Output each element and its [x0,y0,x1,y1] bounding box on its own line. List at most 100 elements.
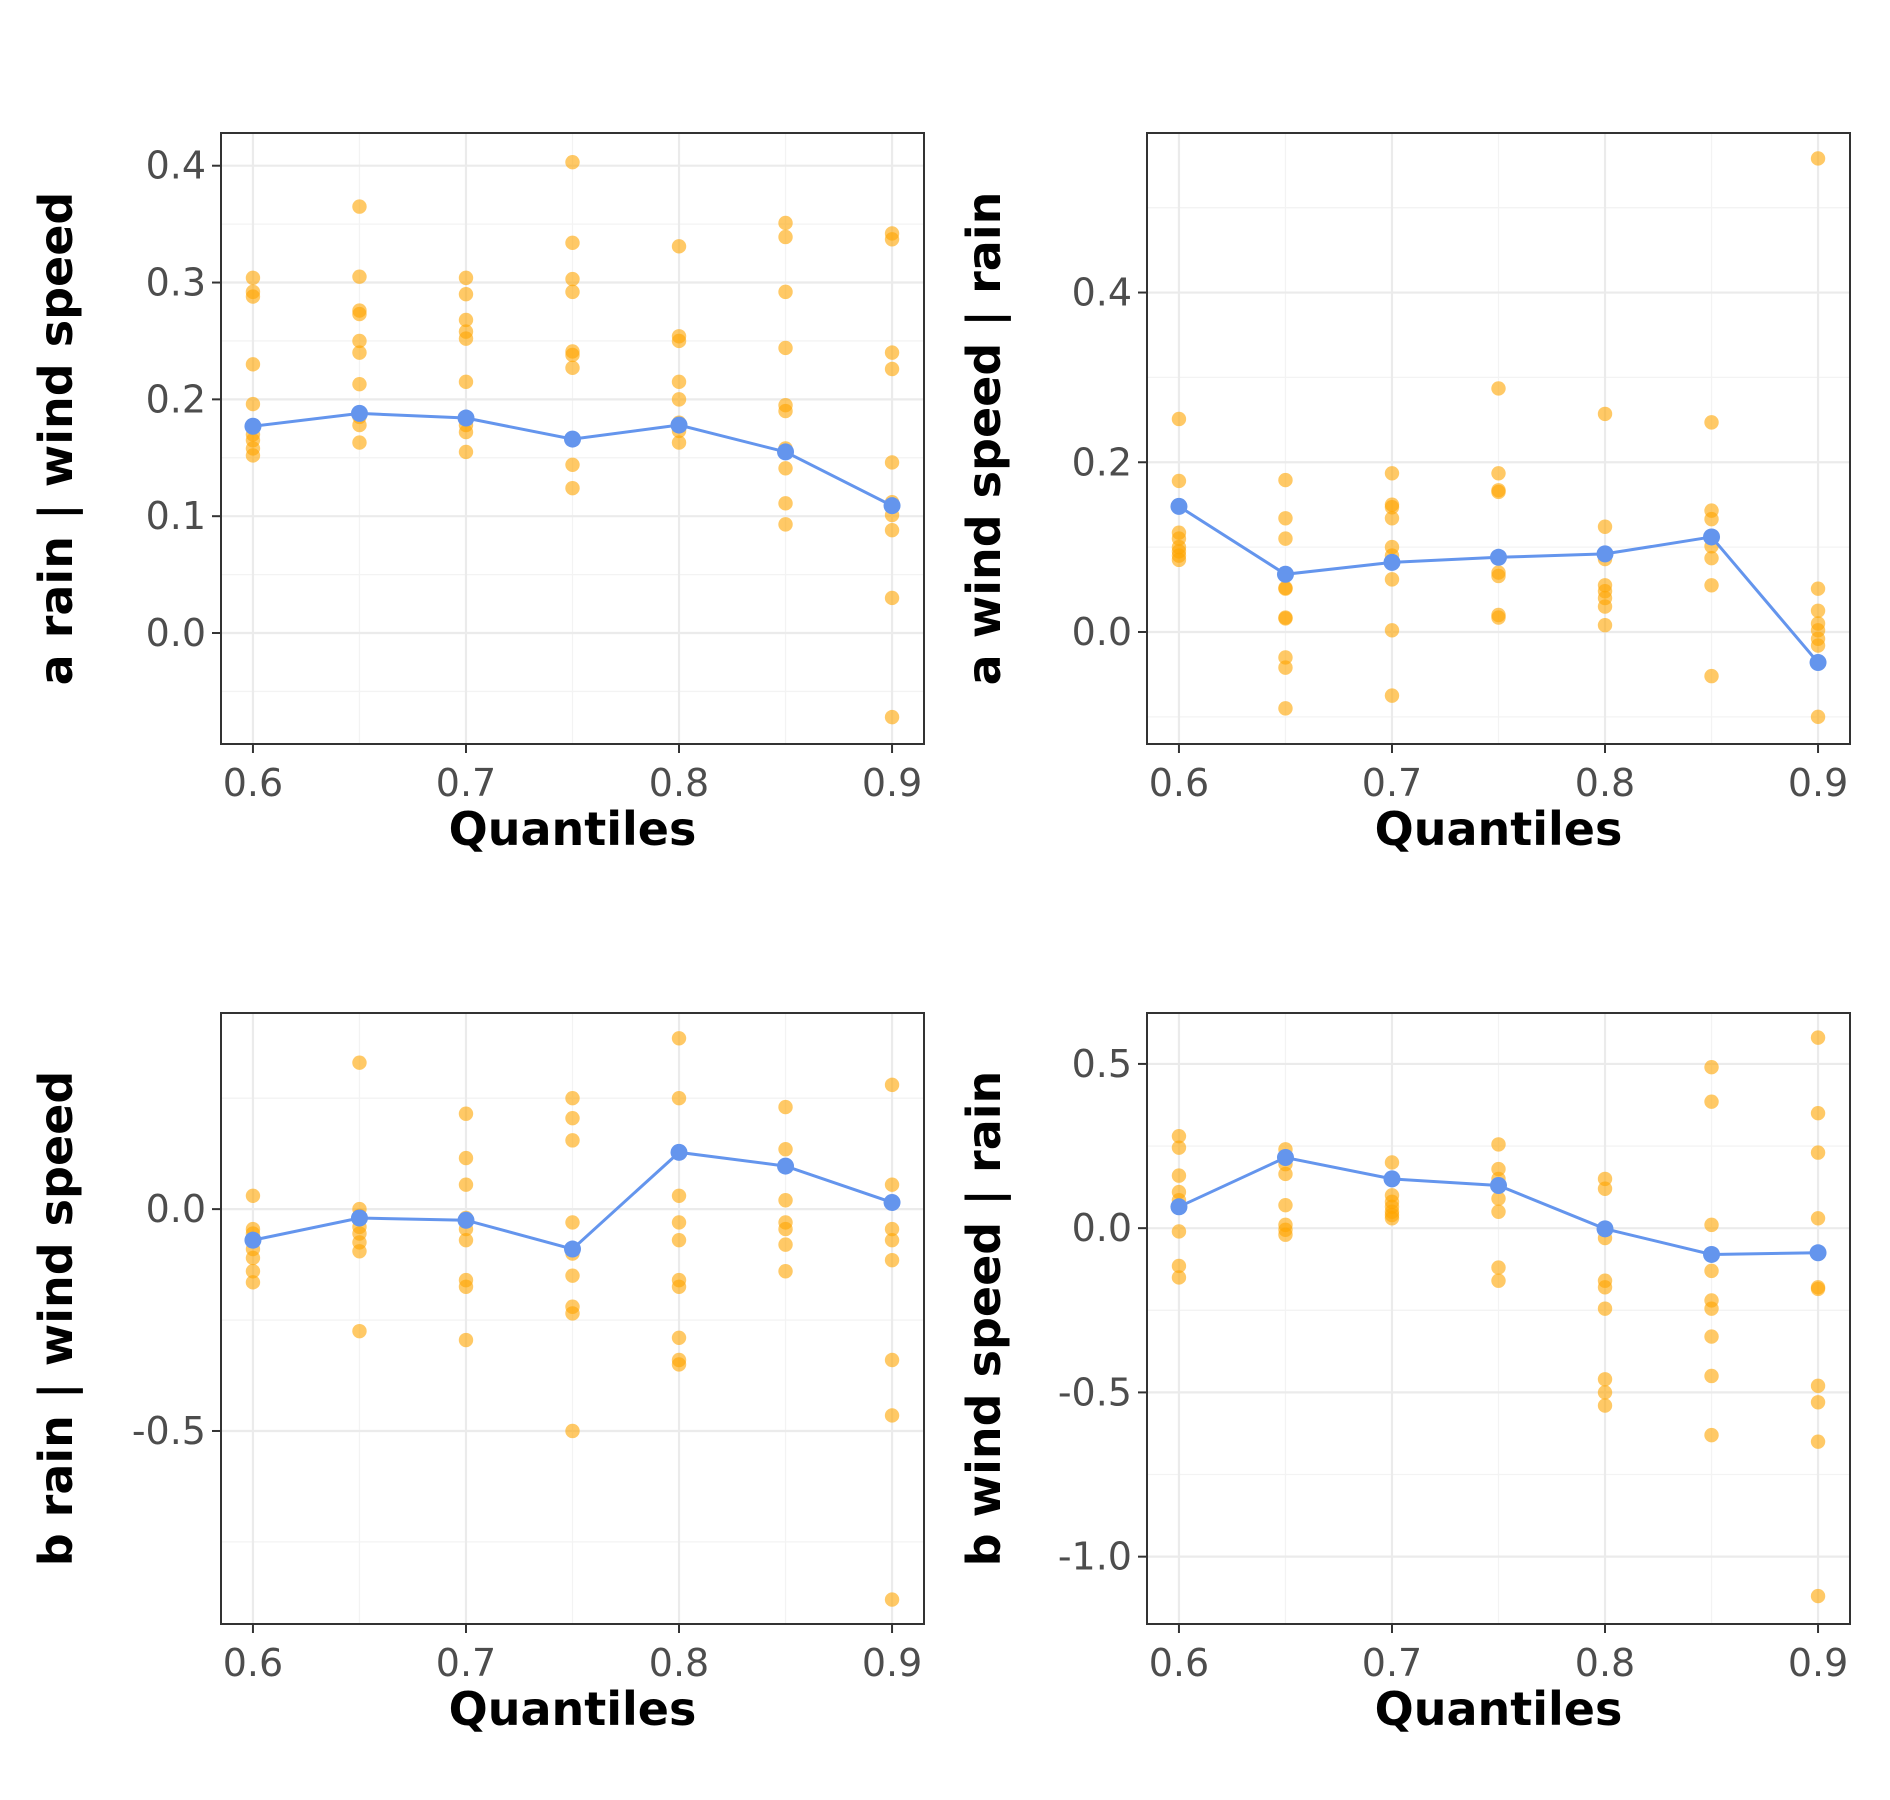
y-tick-label: 0.2 [1072,440,1132,484]
series-point [1276,1149,1294,1167]
series-point [1276,565,1294,583]
y-tick-label: 0.0 [146,1187,206,1231]
x-tick-label: 0.7 [1362,1641,1422,1685]
data-point [1384,500,1400,515]
series-point [457,1211,475,1229]
data-point [1278,1166,1293,1182]
data-point [1171,1258,1187,1274]
data-point [1278,581,1293,596]
data-point [884,1352,900,1368]
data-point [1171,1224,1187,1239]
x-tick-label: 0.6 [223,761,283,805]
data-point [1597,599,1613,614]
data-point [458,287,474,302]
y-axis-title: a rain | wind speed [29,192,84,686]
data-point [1384,688,1400,703]
data-point [671,374,687,390]
data-point [1704,1368,1719,1384]
data-point [671,1232,687,1248]
data-point [352,1323,367,1339]
series-point [1596,545,1614,563]
data-point [671,1330,687,1346]
data-point [1491,568,1506,584]
data-point [565,347,580,363]
data-point [1491,1260,1506,1275]
data-point [1704,1301,1719,1316]
data-point [352,306,367,322]
y-tick-label: -0.5 [132,1409,206,1453]
data-point [1278,1227,1293,1242]
data-point [565,480,580,496]
y-tick-label: 0.0 [146,611,206,655]
data-point [1704,1094,1719,1109]
data-point [1384,572,1400,587]
data-point [671,1090,687,1106]
series-point [1490,548,1507,566]
data-point [778,1142,793,1157]
series-point [1809,654,1827,672]
x-tick-label: 0.9 [862,761,922,805]
y-tick-label: 0.0 [1072,610,1132,654]
data-point [1704,1427,1719,1443]
x-axis-title: Quantiles [1375,802,1623,856]
data-point [352,417,367,433]
data-point [1491,610,1506,625]
panel-a-rain-given-wind-speed: 0.6 0.7 0.8 0.9 0.0 0.1 0.2 0.3 0.4 Quantiles a ra… [29,132,925,856]
data-point [565,1423,580,1439]
data-point [1171,1128,1187,1144]
series-point [1383,1170,1401,1188]
data-point [884,232,900,247]
data-point [1384,466,1400,481]
data-point [778,229,793,245]
data-point [565,1110,580,1126]
data-point [1810,1395,1826,1410]
data-point [1810,581,1826,596]
data-point [1171,1270,1187,1285]
data-point [884,1408,900,1423]
data-point [458,1177,474,1192]
y-tick-label: -1.0 [1058,1535,1132,1579]
data-point [884,590,900,606]
data-point [565,360,580,376]
y-tick-label: 0.2 [146,377,206,421]
data-point [352,1055,367,1070]
data-point [1384,1155,1400,1170]
data-point [1278,701,1293,716]
data-point [565,1090,580,1106]
data-point [1704,550,1719,566]
series-point [244,417,262,435]
data-point [1171,1168,1187,1183]
panel-border [220,1012,925,1625]
data-point [565,1306,580,1321]
data-point [458,331,474,346]
x-tick-label: 0.6 [1149,1641,1209,1685]
x-tick-label: 0.7 [436,761,496,805]
data-point [778,340,793,356]
data-point [1491,466,1506,481]
data-point [671,1215,687,1230]
data-point [1810,151,1826,166]
data-point [884,1232,900,1248]
data-point [1597,1385,1613,1400]
y-tick-label: -0.5 [1058,1370,1132,1414]
data-point [1278,472,1293,488]
data-point [884,1177,900,1192]
data-point [458,1279,474,1294]
data-point [884,361,900,377]
series-point [1490,1176,1507,1194]
data-point [245,1188,261,1204]
data-point [1171,411,1187,427]
data-point [1171,1140,1187,1155]
y-tick-label: 0.0 [1072,1206,1132,1250]
series-point [457,409,475,427]
data-point [1597,519,1613,534]
y-axis-title: a wind speed | rain [957,192,1012,686]
data-point [671,392,687,407]
series-point [670,416,688,434]
data-point [778,403,793,419]
y-tick-label: 0.4 [146,144,206,188]
x-axis-title: Quantiles [449,802,697,856]
data-point [1704,1263,1719,1279]
data-point [1491,1191,1506,1206]
